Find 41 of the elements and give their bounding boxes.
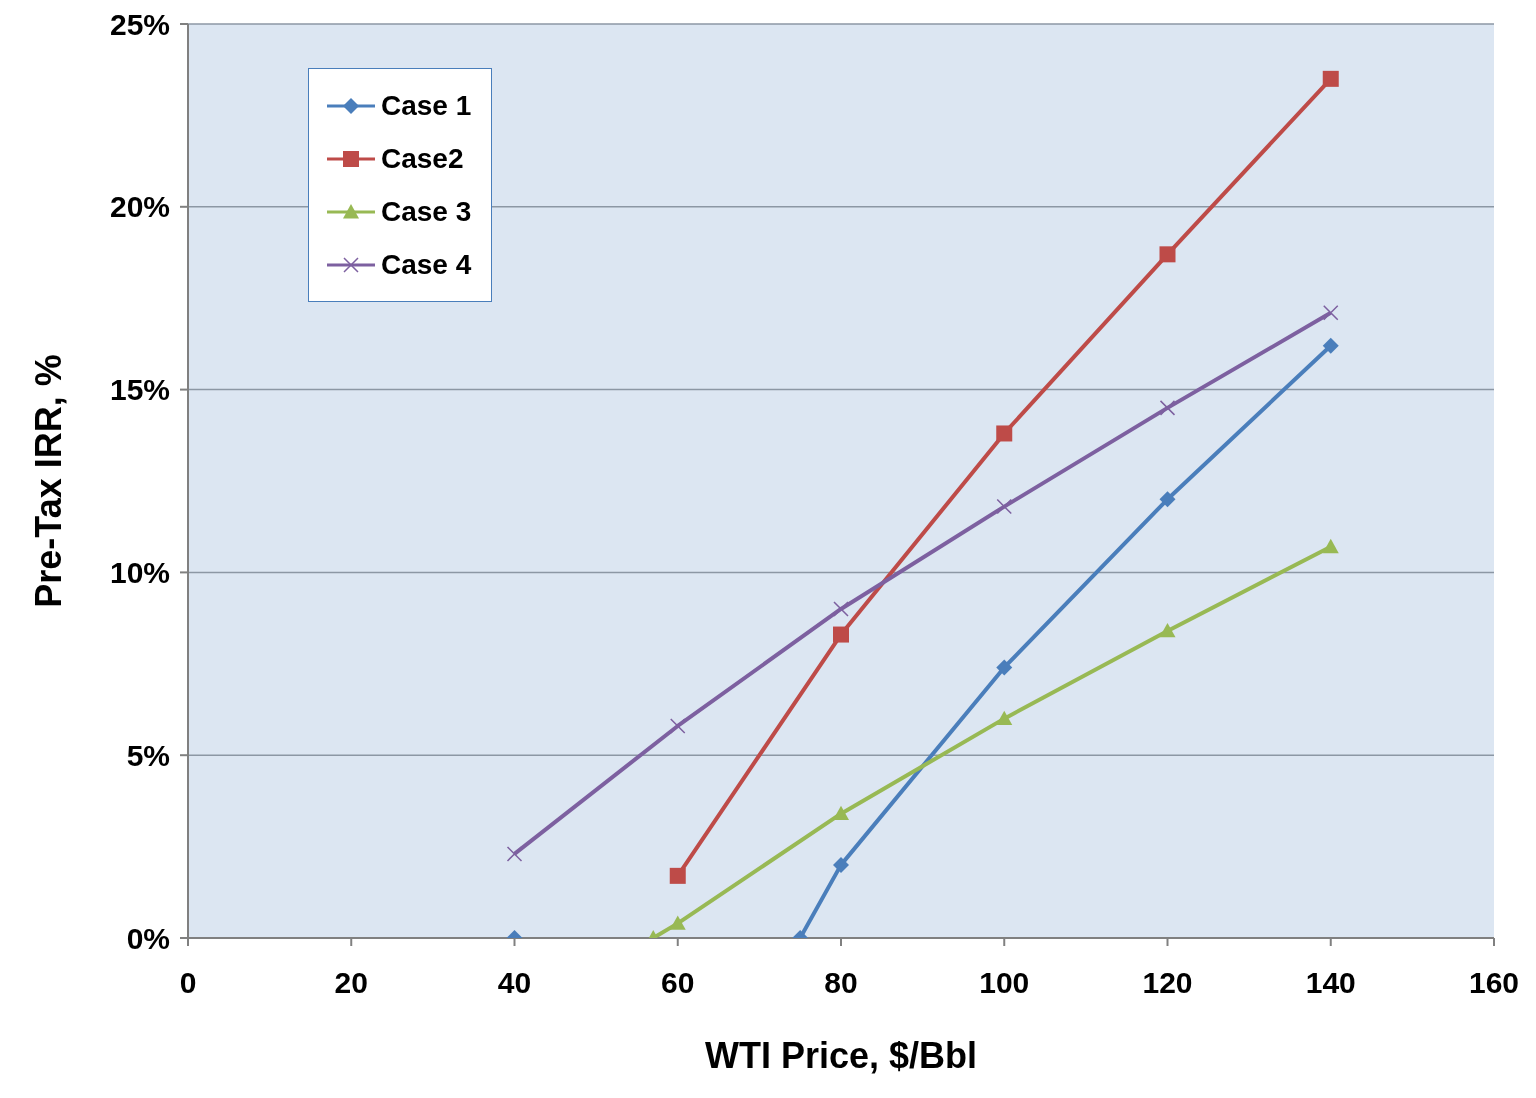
point <box>1159 400 1176 416</box>
x-tick-label: 0 <box>179 966 197 1000</box>
x-tick-label: 160 <box>1468 966 1520 1000</box>
x-tick-label: 140 <box>1305 966 1356 1000</box>
legend-label: Case2 <box>381 142 464 175</box>
y-tick-label: 25% <box>109 7 170 41</box>
point <box>1322 70 1339 87</box>
y-axis-title: Pre-Tax IRR, % <box>27 354 69 608</box>
point <box>1322 538 1339 554</box>
legend-label: Case 3 <box>381 195 472 228</box>
y-tick-label: 0% <box>126 921 170 955</box>
point <box>833 856 849 873</box>
point <box>833 805 849 821</box>
point <box>1159 246 1176 263</box>
point <box>996 659 1013 676</box>
legend-label: Case 1 <box>381 89 472 122</box>
point <box>996 710 1013 726</box>
point <box>996 425 1013 442</box>
y-tick-label: 15% <box>109 373 170 407</box>
x-tick-label: 120 <box>1142 966 1193 1000</box>
point <box>996 498 1012 515</box>
x-tick-label: 100 <box>979 966 1030 1000</box>
y-tick-label: 20% <box>109 190 170 224</box>
point <box>669 915 686 930</box>
point <box>1159 622 1176 638</box>
x-axis-title: WTI Price, $/Bbl <box>704 1035 978 1076</box>
point <box>670 718 686 734</box>
y-tick-label: 5% <box>126 738 170 772</box>
x-tick-label: 60 <box>661 966 695 1000</box>
y-tick-label: 10% <box>109 556 170 590</box>
point <box>1323 305 1339 321</box>
point <box>833 626 849 643</box>
point <box>833 601 849 617</box>
x-tick-label: 40 <box>497 966 532 1000</box>
point <box>1159 491 1176 508</box>
point <box>669 867 686 884</box>
legend-label: Case 4 <box>381 248 472 281</box>
x-tick-label: 20 <box>334 966 368 1000</box>
point <box>1322 337 1339 354</box>
point <box>506 846 523 862</box>
x-tick-label: 80 <box>824 966 858 1000</box>
